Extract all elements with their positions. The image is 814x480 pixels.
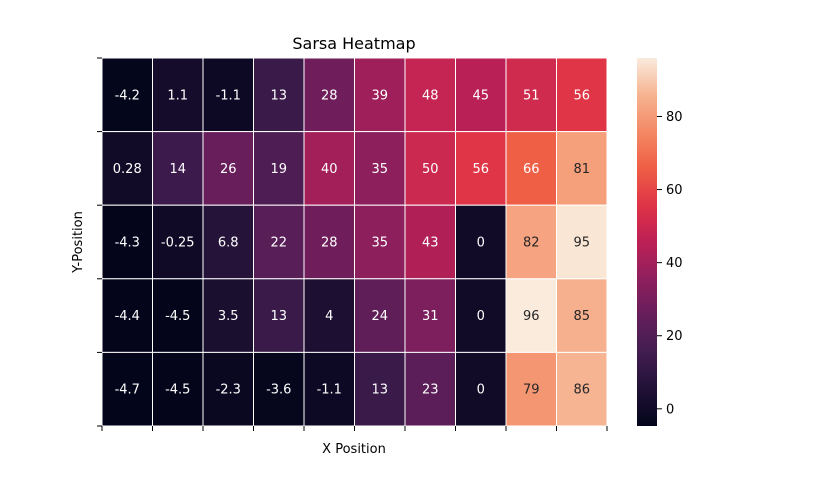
- heatmap-cell: [354, 57, 406, 133]
- cell-value-label: 13: [270, 309, 287, 324]
- cell-value-label: 39: [371, 88, 388, 103]
- cell-value-label: -4.7: [115, 383, 140, 398]
- heatmap-cell: [505, 351, 557, 427]
- colorbar-ticks: 0 20 40 60 80: [657, 110, 683, 417]
- cell-value-label: 4: [325, 309, 333, 324]
- cell-value-label: 26: [220, 162, 237, 177]
- heatmap-cell: [556, 278, 608, 353]
- cell-value-label: 48: [422, 88, 439, 103]
- heatmap-cell: [455, 131, 507, 206]
- cell-value-label: -4.4: [115, 309, 140, 324]
- heatmap-cell: [202, 204, 254, 280]
- cell-value-label: 31: [422, 309, 439, 324]
- cell-value-label: 35: [371, 236, 388, 251]
- cell-value-label: 79: [523, 383, 540, 398]
- heatmap-cell: [303, 351, 355, 427]
- cell-value-label: -1.1: [216, 88, 241, 103]
- cell-value-label: 28: [321, 88, 338, 103]
- cell-value-label: -2.3: [216, 383, 241, 398]
- cell-value-label: 0: [477, 309, 485, 324]
- heatmap-cell: [404, 131, 456, 206]
- cell-value-label: 51: [523, 88, 540, 103]
- cell-value-label: 43: [422, 236, 439, 251]
- cell-value-label: 13: [371, 383, 388, 398]
- colorbar-tick-label: 40: [666, 256, 683, 271]
- heatmap-cell: [101, 278, 153, 353]
- cell-value-label: -0.25: [161, 236, 195, 251]
- heatmap-cell: [556, 351, 608, 427]
- cell-value-label: 56: [472, 162, 489, 177]
- cell-value-label: 0.28: [113, 162, 142, 177]
- heatmap-cell: [101, 204, 153, 280]
- heatmap-cell: [101, 351, 153, 427]
- cell-value-label: 19: [270, 162, 287, 177]
- cell-value-label: -4.5: [165, 383, 190, 398]
- cell-value-label: 45: [472, 88, 489, 103]
- cell-value-label: 23: [422, 383, 439, 398]
- colorbar-tick-label: 20: [666, 329, 683, 344]
- cell-value-label: 82: [523, 236, 540, 251]
- cell-value-label: 14: [169, 162, 186, 177]
- x-axis-label: X Position: [322, 442, 386, 457]
- colorbar: [637, 58, 657, 426]
- cell-value-label: -4.5: [165, 309, 190, 324]
- heatmap-cell: [404, 278, 456, 353]
- cell-value-label: 28: [321, 236, 338, 251]
- heatmap-cell: [505, 131, 557, 206]
- cell-value-label: 66: [523, 162, 540, 177]
- colorbar-tick-label: 80: [666, 110, 683, 125]
- cell-value-label: 86: [573, 383, 590, 398]
- heatmap-cell: [354, 351, 406, 427]
- heatmap-cell: [202, 351, 254, 427]
- cell-value-label: 22: [270, 236, 287, 251]
- heatmap-cell: [455, 57, 507, 133]
- heatmap-cell: [202, 57, 254, 133]
- cell-value-label: 95: [573, 236, 590, 251]
- heatmap-cell: [354, 278, 406, 353]
- cell-value-label: 13: [270, 88, 287, 103]
- heatmap-cell: [303, 204, 355, 280]
- heatmap-cell: [253, 131, 305, 206]
- cell-value-label: 40: [321, 162, 338, 177]
- colorbar-tick-label: 0: [666, 402, 674, 417]
- cell-value-label: 85: [573, 309, 590, 324]
- y-axis-label: Y-Position: [71, 211, 86, 274]
- heatmap-cell: [455, 351, 507, 427]
- heatmap-cell: [556, 204, 608, 280]
- cell-value-label: 24: [371, 309, 388, 324]
- heatmap-cell: [556, 57, 608, 133]
- heatmap-cells: -4.2 1.1 -1.1 13 28 39 48 45 51 560.28 14 26 19 40 35 5…: [101, 57, 608, 427]
- cell-value-label: 0: [477, 236, 485, 251]
- cell-value-label: 50: [422, 162, 439, 177]
- chart-title: Sarsa Heatmap: [292, 34, 415, 53]
- heatmap-cell: [455, 204, 507, 280]
- heatmap-cell: [404, 351, 456, 427]
- cell-value-label: 1.1: [167, 88, 188, 103]
- heatmap-cell: [101, 57, 153, 133]
- heatmap-cell: [152, 204, 204, 280]
- cell-value-label: -1.1: [317, 383, 342, 398]
- cell-value-label: -4.3: [115, 236, 140, 251]
- colorbar-tick-label: 60: [666, 183, 683, 198]
- cell-value-label: 35: [371, 162, 388, 177]
- heatmap-cell: [404, 204, 456, 280]
- x-axis-ticks: [101, 426, 608, 431]
- cell-value-label: -4.2: [115, 88, 140, 103]
- heatmap-cell: [354, 131, 406, 206]
- cell-value-label: 96: [523, 309, 540, 324]
- cell-value-label: 0: [477, 383, 485, 398]
- y-axis-ticks: [97, 57, 102, 427]
- cell-value-label: 3.5: [218, 309, 239, 324]
- heatmap-cell: [152, 131, 204, 206]
- heatmap-cell: [505, 278, 557, 353]
- cell-value-label: -3.6: [266, 383, 291, 398]
- heatmap-cell: [505, 204, 557, 280]
- heatmap-cell: [556, 131, 608, 206]
- heatmap-cell: [152, 57, 204, 133]
- heatmap-cell: [152, 351, 204, 427]
- cell-value-label: 6.8: [218, 236, 239, 251]
- cell-value-label: 56: [573, 88, 590, 103]
- cell-value-label: 81: [573, 162, 590, 177]
